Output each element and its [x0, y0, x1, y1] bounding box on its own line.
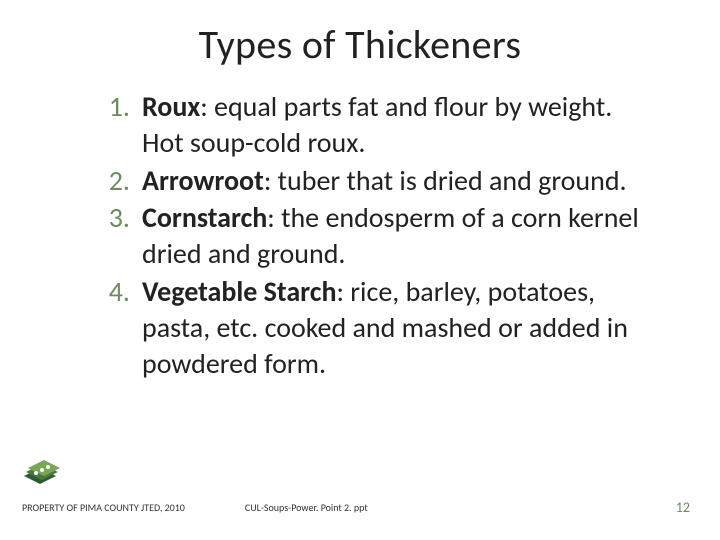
item-number: 3. [100, 200, 142, 272]
list-item: 4. Vegetable Starch: rice, barley, potat… [100, 274, 650, 381]
list-item: 2. Arrowroot: tuber that is dried and gr… [100, 163, 650, 199]
item-desc: : equal parts fat and flour by weight. H… [142, 89, 612, 160]
item-number: 1. [100, 89, 142, 161]
item-body: Vegetable Starch: rice, barley, potatoes… [142, 274, 650, 381]
logo-icon [18, 450, 66, 492]
item-term: Roux [142, 89, 200, 124]
slide: Types of Thickeners 1. Roux: equal parts… [0, 0, 720, 540]
slide-title: Types of Thickeners [40, 20, 680, 69]
item-body: Roux: equal parts fat and flour by weigh… [142, 89, 650, 161]
item-body: Cornstarch: the endosperm of a corn kern… [142, 200, 650, 272]
footer-property: PROPERTY OF PIMA COUNTY JTED, 2010 [22, 501, 185, 514]
item-desc: : tuber that is dried and ground. [264, 163, 627, 198]
item-term: Vegetable Starch [142, 274, 336, 309]
item-body: Arrowroot: tuber that is dried and groun… [142, 163, 627, 199]
footer: PROPERTY OF PIMA COUNTY JTED, 2010 CUL-S… [22, 501, 698, 514]
item-number: 2. [100, 163, 142, 199]
item-term: Arrowroot [142, 163, 264, 198]
list-item: 1. Roux: equal parts fat and flour by we… [100, 89, 650, 161]
list-item: 3. Cornstarch: the endosperm of a corn k… [100, 200, 650, 272]
item-term: Cornstarch [142, 200, 267, 235]
item-number: 4. [100, 274, 142, 381]
page-number: 12 [676, 499, 690, 516]
footer-filename: CUL-Soups-Power. Point 2. ppt [245, 501, 368, 514]
content-list: 1. Roux: equal parts fat and flour by we… [40, 89, 680, 382]
